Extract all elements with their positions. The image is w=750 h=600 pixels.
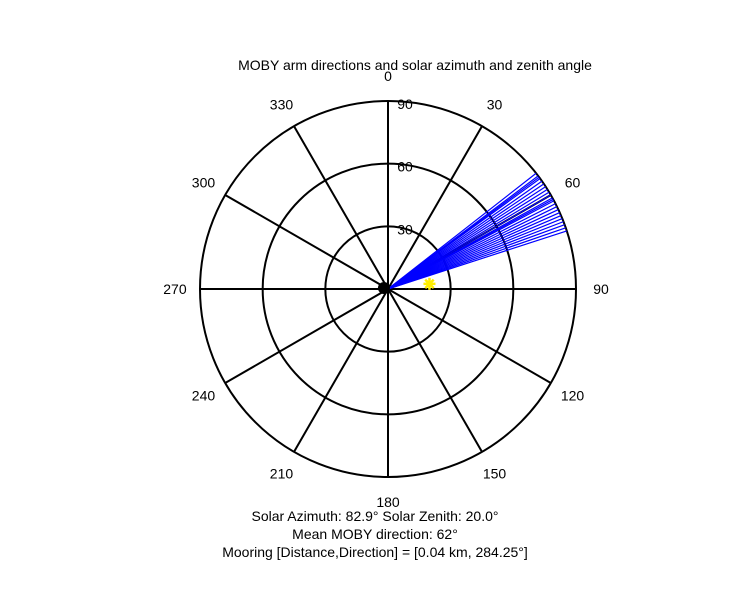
radial-tick-label-30: 30 xyxy=(397,221,413,237)
markers xyxy=(377,277,436,294)
grid-spoke-240 xyxy=(224,288,389,384)
radial-tick-labels: 30 60 90 xyxy=(397,96,413,237)
angle-tick-label-60: 60 xyxy=(565,174,581,190)
sun-marker xyxy=(423,277,436,290)
mooring-caption: Mooring [Distance,Direction] = [0.04 km,… xyxy=(222,544,528,560)
angle-tick-label-300: 300 xyxy=(192,174,216,190)
angle-tick-label-330: 330 xyxy=(270,96,294,112)
angle-tick-label-30: 30 xyxy=(487,96,503,112)
chart-title: MOBY arm directions and solar azimuth an… xyxy=(238,57,592,73)
angle-tick-label-180: 180 xyxy=(376,494,400,510)
sun-marker-ray xyxy=(424,278,435,289)
moby-position-marker xyxy=(377,281,390,294)
grid-spoke-150 xyxy=(387,288,483,453)
angle-tick-label-90: 90 xyxy=(593,281,609,297)
angle-tick-labels: 0 30 60 90 120 150 180 210 240 270 300 330 xyxy=(163,68,609,510)
angle-tick-label-0: 0 xyxy=(384,68,392,84)
mean-direction-caption: Mean MOBY direction: 62° xyxy=(292,526,458,542)
radial-tick-label-60: 60 xyxy=(397,159,413,175)
angle-tick-label-150: 150 xyxy=(483,466,507,482)
grid-spoke-30 xyxy=(387,125,483,290)
angle-tick-label-120: 120 xyxy=(561,388,585,404)
angle-tick-label-240: 240 xyxy=(192,388,216,404)
moby-arm-line-22 xyxy=(387,230,567,290)
grid-spoke-120 xyxy=(387,288,552,384)
angle-tick-label-210: 210 xyxy=(270,466,294,482)
moby-arm-lines xyxy=(387,172,567,290)
grid-spoke-330 xyxy=(293,125,389,290)
angle-tick-label-270: 270 xyxy=(163,281,187,297)
grid-spoke-210 xyxy=(293,288,389,453)
polar-grid xyxy=(199,100,577,478)
solar-angles-caption: Solar Azimuth: 82.9° Solar Zenith: 20.0° xyxy=(251,508,499,524)
grid-spoke-300 xyxy=(224,194,389,290)
radial-tick-label-90: 90 xyxy=(397,96,413,112)
